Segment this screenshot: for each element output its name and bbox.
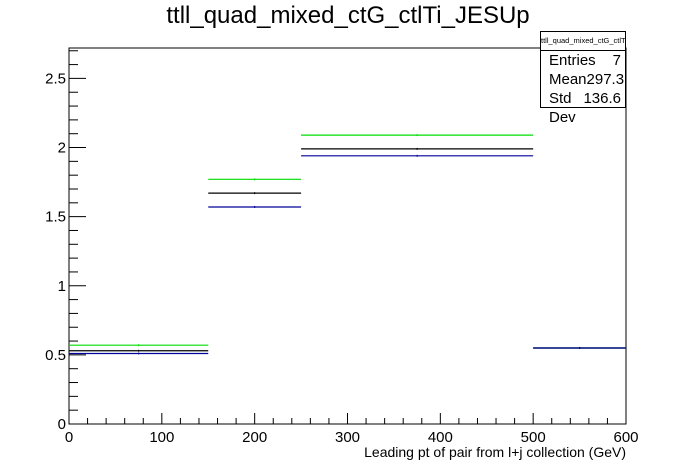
- x-tick-label: 400: [428, 429, 453, 446]
- x-tick-label: 100: [149, 429, 174, 446]
- x-tick-label: 500: [521, 429, 546, 446]
- stats-stddev-row: Std Dev 136.6: [541, 89, 625, 127]
- stats-entries-label: Entries: [549, 52, 596, 69]
- x-tick-label: 0: [65, 429, 73, 446]
- x-tick-label: 300: [335, 429, 360, 446]
- y-tick-label: 2.5: [45, 70, 66, 87]
- stats-mean-row: Mean 297.3: [541, 70, 625, 89]
- stats-entries-value: 7: [612, 52, 621, 69]
- chart-title: ttll_quad_mixed_ctG_ctlTi_JESUp: [166, 2, 530, 29]
- stats-entries-row: Entries 7: [541, 51, 625, 70]
- stats-mean-label: Mean: [549, 71, 587, 88]
- stats-box-title: ttll_quad_mixed_ctG_ctlTi_JESUp: [541, 32, 625, 51]
- x-tick-label: 600: [613, 429, 638, 446]
- y-tick-label: 1.5: [45, 209, 66, 226]
- y-tick-label: 1: [58, 278, 66, 295]
- y-tick-label: 0: [58, 416, 66, 433]
- y-tick-label: 2: [58, 140, 66, 157]
- x-tick-label: 200: [242, 429, 267, 446]
- stats-mean-value: 297.3: [586, 71, 625, 88]
- stats-box: ttll_quad_mixed_ctG_ctlTi_JESUp Entries …: [540, 31, 626, 126]
- x-axis-label: Leading pt of pair from l+j collection (…: [364, 444, 626, 460]
- stats-stddev-value: 136.6: [583, 90, 621, 107]
- y-tick-label: 0.5: [45, 347, 66, 364]
- stats-stddev-label: Std Dev: [549, 90, 576, 126]
